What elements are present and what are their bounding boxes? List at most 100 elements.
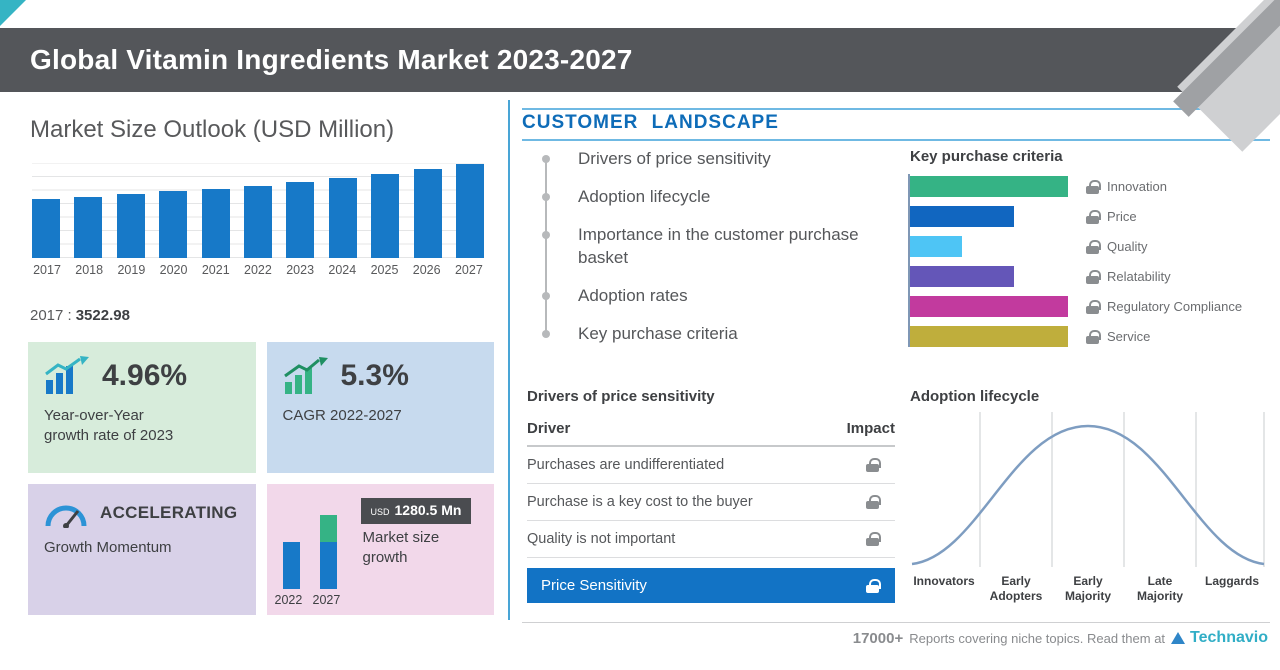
cagr-label: CAGR 2022-2027	[282, 407, 402, 424]
landscape-item: Drivers of price sensitivity	[530, 148, 860, 171]
criteria-axis	[908, 174, 910, 347]
legend-label: Innovation	[1107, 179, 1167, 194]
market-bar	[328, 178, 357, 258]
criteria-bar	[910, 296, 1068, 317]
lock-icon	[1086, 269, 1101, 284]
cagr-value: 5.3%	[340, 359, 409, 392]
trend-arrow-icon	[283, 357, 328, 394]
panel-divider	[508, 100, 510, 620]
landscape-list: Drivers of price sensitivity Adoption lif…	[530, 148, 860, 346]
size-growth-card: 2022 2027 USD 1280.5 Mn Market size growt…	[266, 484, 494, 615]
market-bar-label: 2023	[286, 263, 315, 277]
criteria-bar	[910, 176, 1068, 197]
market-bar-label: 2017	[33, 263, 61, 277]
market-labels: 2017 2018 2019 2020 2021 2022 2023 2024 2025 2026…	[32, 263, 484, 277]
criteria-legend: Innovation Price Quality Relatability Regula…	[1086, 176, 1242, 347]
legend-item: Regulatory Compliance	[1086, 296, 1242, 317]
market-bar	[201, 189, 230, 258]
market-bar	[371, 174, 400, 258]
market-bar-label: 2022	[244, 263, 272, 277]
mini-bar-2027	[319, 515, 337, 589]
landscape-item: Importance in the customer purchase bask…	[530, 224, 860, 270]
market-bar-label: 2020	[159, 263, 188, 277]
growth-bars-icon	[45, 356, 89, 394]
market-bar	[159, 191, 188, 258]
adoption-stage-label: Late Majority	[1136, 574, 1183, 603]
col-driver: Driver	[527, 420, 571, 437]
market-bar-label: 2024	[328, 263, 357, 277]
legend-item: Price	[1086, 206, 1242, 227]
page-title: Global Vitamin Ingredients Market 2023-2…	[30, 44, 633, 75]
market-bar-label: 2025	[370, 263, 399, 277]
legend-label: Price	[1107, 209, 1137, 224]
base-year-value: 3522.98	[75, 307, 130, 324]
adoption-stage-label: Early Majority	[1064, 574, 1111, 603]
speedometer-icon	[45, 505, 87, 528]
momentum-card: ACCELERATING Growth Momentum	[28, 484, 256, 615]
yoy-label: Year-over-Year growth rate of 2023	[44, 407, 174, 445]
legend-label: Service	[1107, 329, 1151, 344]
header-band: Global Vitamin Ingredients Market 2023-2…	[0, 28, 1280, 92]
mini-year-2027: 2027	[312, 593, 341, 607]
market-bar-label: 2026	[412, 263, 441, 277]
adoption-stage-label: Innovators	[913, 574, 975, 588]
legend-item: Quality	[1086, 236, 1242, 257]
col-impact: Impact	[846, 420, 895, 437]
landscape-item: Adoption rates	[530, 285, 860, 308]
report-count: 17000+	[852, 629, 904, 647]
adoption-lifecycle-title: Adoption lifecycle	[910, 388, 1040, 405]
lock-icon	[1086, 179, 1101, 194]
market-bar	[74, 197, 103, 258]
driver-text: Purchase is a key cost to the buyer	[527, 494, 753, 510]
price-sensitivity-title: Drivers of price sensitivity	[527, 388, 715, 405]
lock-icon	[866, 495, 881, 509]
legend-label: Relatability	[1107, 269, 1171, 284]
market-bar-label: 2021	[201, 263, 230, 277]
size-growth-label: Market size growth	[362, 529, 440, 567]
stat-cards: 4.96% Year-over-Year growth rate of 2023…	[28, 342, 494, 615]
section-rule-top	[522, 108, 1270, 110]
price-table: Driver Impact Purchases are undifferenti…	[527, 414, 895, 603]
momentum-value: ACCELERATING	[100, 503, 238, 522]
driver-text: Purchases are undifferentiated	[527, 457, 725, 473]
price-table-row: Purchases are undifferentiated	[527, 447, 895, 484]
legend-item: Relatability	[1086, 266, 1242, 287]
technavio-wordmark: Technavio	[1190, 629, 1268, 646]
legend-label: Quality	[1107, 239, 1148, 254]
lock-icon	[1086, 299, 1101, 314]
market-size-title: Market Size Outlook (USD Million)	[30, 116, 395, 143]
footer: 17000+ Reports covering niche topics. Re…	[853, 629, 1268, 647]
lock-icon	[866, 458, 881, 472]
momentum-label: Growth Momentum	[44, 539, 172, 556]
market-bar-label: 2027	[454, 263, 483, 277]
corner-accent-triangle	[0, 0, 26, 26]
footer-rule	[522, 622, 1270, 623]
price-table-row: Quality is not important	[527, 521, 895, 558]
landscape-section: Drivers of price sensitivity Adoption lif…	[530, 148, 860, 361]
landscape-item: Key purchase criteria	[530, 323, 860, 346]
driver-text: Quality is not important	[527, 531, 676, 547]
criteria-bar	[910, 266, 1014, 287]
yoy-growth-card: 4.96% Year-over-Year growth rate of 2023	[28, 342, 256, 473]
adoption-stage-label: Early Adopters	[989, 574, 1043, 603]
technavio-logo: Technavio	[1171, 629, 1268, 647]
market-bar	[116, 194, 145, 258]
market-bar	[413, 169, 442, 258]
criteria-bars	[910, 176, 1068, 347]
market-bar	[286, 182, 315, 258]
footer-text: Reports covering niche topics. Read them…	[909, 630, 1166, 646]
criteria-bar	[910, 236, 962, 257]
price-table-header: Driver Impact	[527, 414, 895, 447]
technavio-triangle-icon	[1171, 632, 1186, 644]
cagr-card: 5.3% CAGR 2022-2027	[266, 342, 494, 473]
market-bar	[32, 199, 60, 258]
market-bar-label: 2018	[75, 263, 104, 277]
lock-icon	[1086, 209, 1101, 224]
adoption-stages: Innovators Early Adopters Early Majority La…	[908, 574, 1268, 604]
mini-bar-2022	[282, 542, 300, 589]
lock-icon	[1086, 329, 1101, 344]
base-year-label: 2017 :	[30, 307, 72, 324]
legend-item: Service	[1086, 326, 1242, 347]
mini-year-2022: 2022	[274, 593, 303, 607]
